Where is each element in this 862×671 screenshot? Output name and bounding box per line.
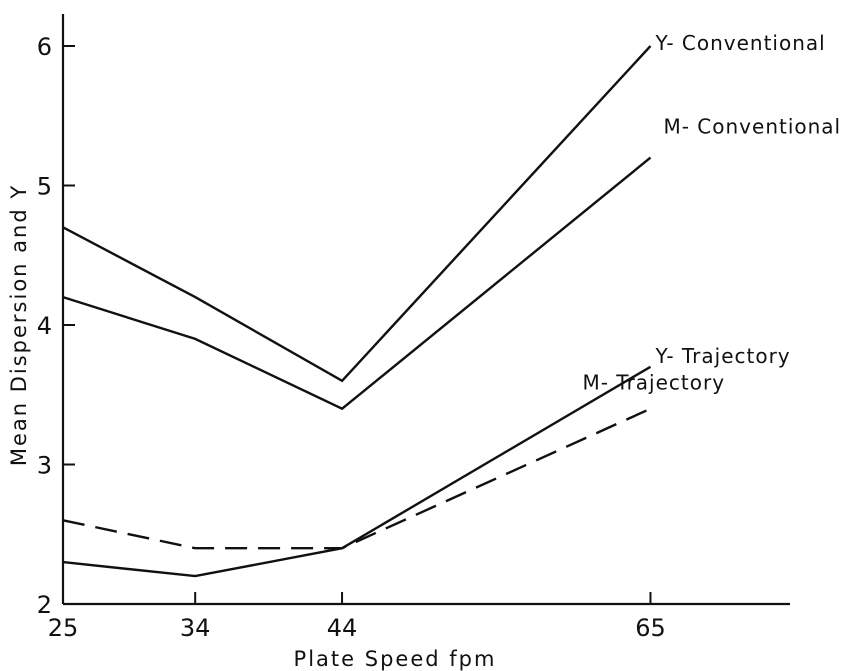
series-label: Y- Conventional: [654, 31, 825, 55]
x-tick-label: 65: [635, 614, 666, 642]
series-label: M- Trajectory: [582, 371, 725, 395]
series-line-0: [62, 45, 652, 383]
series-line-1: [62, 156, 652, 411]
y-axis-title: Mean Dispersion and Y: [7, 184, 31, 466]
axes: [61, 14, 790, 606]
y-tick-label: 2: [37, 591, 52, 619]
x-tick-label: 44: [327, 614, 358, 642]
series: [62, 45, 652, 578]
y-tick-label: 4: [37, 312, 52, 340]
x-axis-title: Plate Speed fpm: [294, 647, 497, 671]
y-tick-label: 5: [37, 173, 52, 201]
y-tick-label: 6: [37, 33, 52, 61]
x-tick-label: 34: [180, 614, 211, 642]
series-label: M- Conventional: [663, 115, 841, 139]
series-labels: Y- Conventional M- Conventional Y- Traject…: [582, 31, 841, 395]
series-line-3: [62, 407, 651, 550]
y-tick-label: 3: [37, 452, 52, 480]
series-label: Y- Trajectory: [654, 344, 790, 368]
series-line-2: [62, 365, 652, 578]
x-tick-label: 25: [48, 614, 79, 642]
